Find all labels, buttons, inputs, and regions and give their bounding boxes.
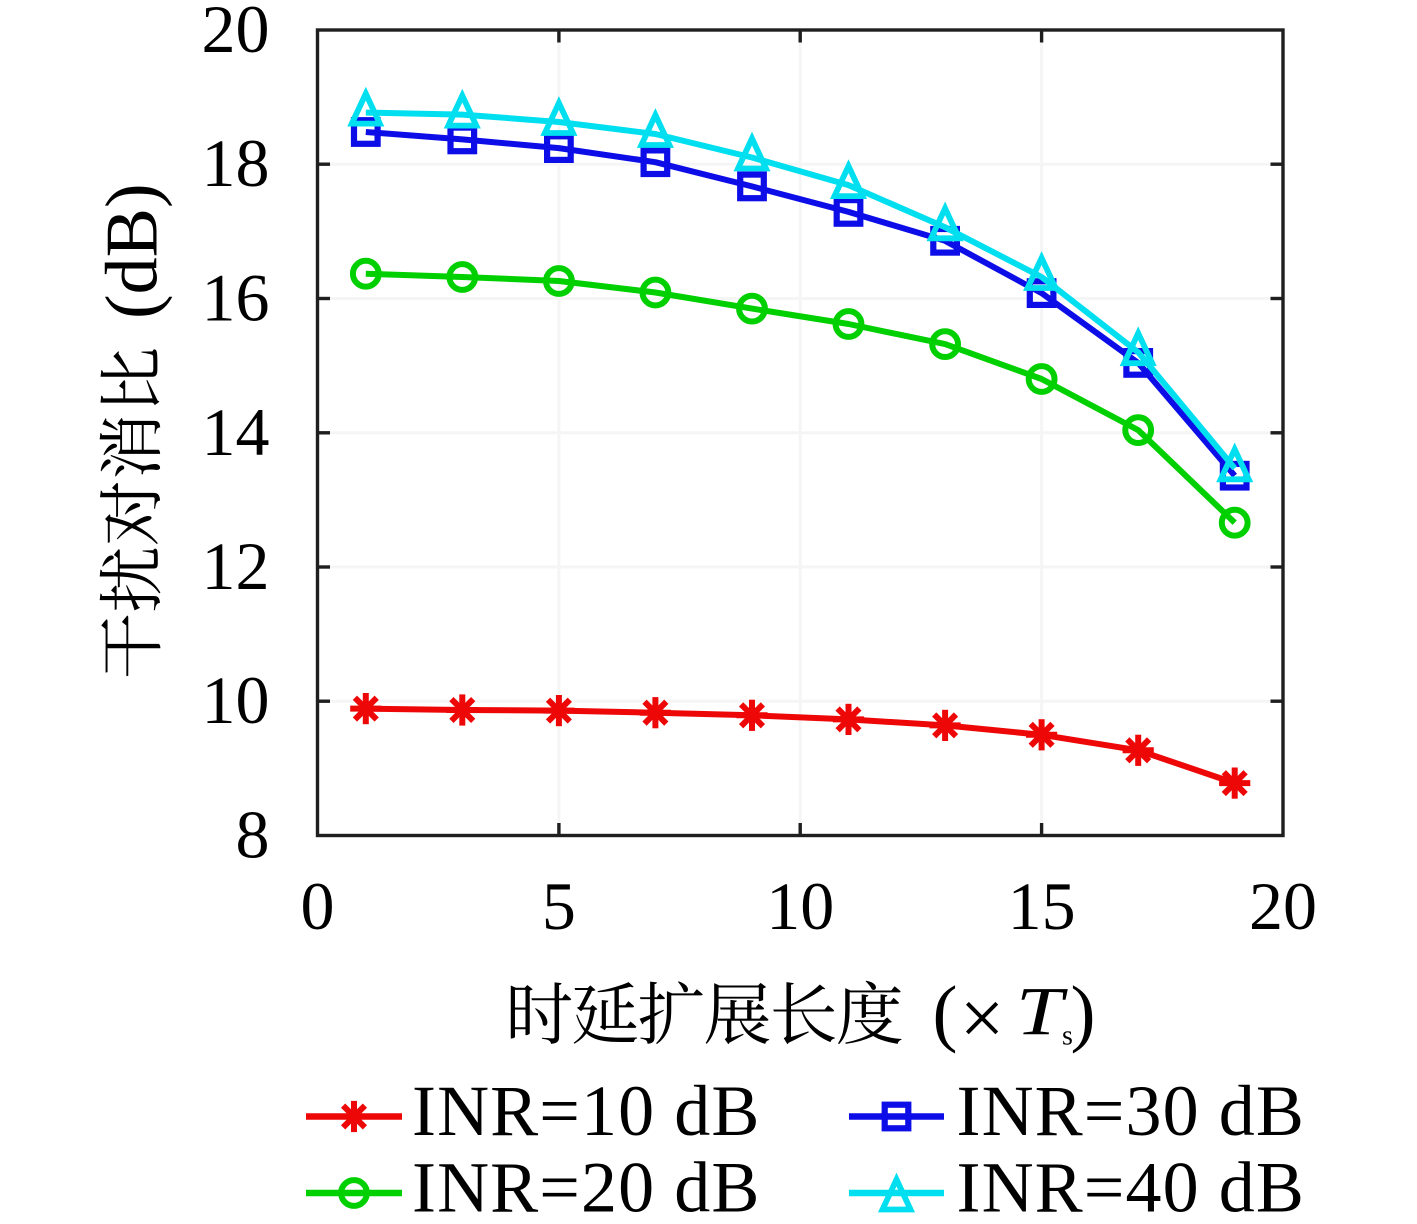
svg-text:10: 10 xyxy=(766,868,834,944)
svg-text:INR=30 dB: INR=30 dB xyxy=(957,1071,1306,1151)
svg-text:18: 18 xyxy=(202,125,270,201)
svg-text:): ) xyxy=(1071,972,1096,1055)
svg-text:15: 15 xyxy=(1008,868,1076,944)
svg-text:8: 8 xyxy=(236,797,270,873)
svg-text:10: 10 xyxy=(202,662,270,738)
svg-text:16: 16 xyxy=(202,260,270,336)
svg-text:5: 5 xyxy=(542,868,576,944)
svg-text:20: 20 xyxy=(202,0,270,67)
svg-text:INR=10 dB: INR=10 dB xyxy=(412,1071,761,1151)
svg-text:(: ( xyxy=(933,972,958,1055)
svg-text:12: 12 xyxy=(202,528,270,604)
svg-text:20: 20 xyxy=(1249,868,1317,944)
svg-text:×: × xyxy=(960,976,1005,1063)
svg-text:INR=20 dB: INR=20 dB xyxy=(412,1148,761,1224)
svg-text:14: 14 xyxy=(202,394,270,470)
svg-text:s: s xyxy=(1062,1021,1073,1052)
svg-text:0: 0 xyxy=(301,868,335,944)
svg-text:(dB): (dB) xyxy=(92,183,174,319)
svg-text:INR=40 dB: INR=40 dB xyxy=(957,1148,1306,1224)
svg-text:T: T xyxy=(1016,973,1068,1050)
